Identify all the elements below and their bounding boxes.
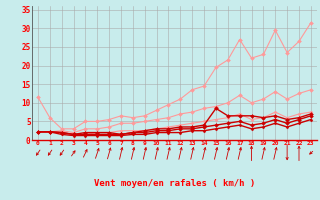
Text: Vent moyen/en rafales ( km/h ): Vent moyen/en rafales ( km/h ) [94,178,255,188]
